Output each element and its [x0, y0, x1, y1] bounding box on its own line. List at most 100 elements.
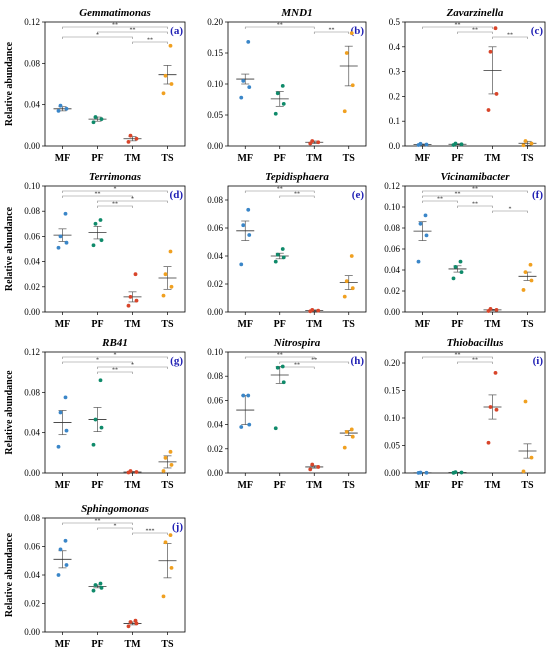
y-tick-label: 0.1: [389, 116, 400, 126]
bracket-line: [244, 190, 315, 193]
x-tick-label: MF: [415, 153, 431, 164]
y-tick-label: 0.02: [207, 444, 223, 454]
y-tick-label: 0.12: [384, 181, 400, 191]
series-pf: [448, 141, 467, 147]
data-point: [56, 245, 61, 250]
significance-bracket: **: [62, 23, 168, 29]
significance-label: **: [112, 202, 118, 208]
bracket-line: [97, 366, 168, 369]
data-point: [273, 426, 278, 431]
x-tick-label: PF: [451, 153, 463, 164]
significance-label: **: [112, 23, 118, 29]
data-point: [58, 234, 63, 239]
bracket-line: [422, 200, 458, 203]
data-point: [453, 264, 458, 269]
bracket-line: [97, 527, 133, 530]
y-tick-label: 0.20: [384, 358, 400, 368]
panel-letter: (c): [531, 25, 544, 37]
y-tick-label: 0.06: [384, 244, 400, 254]
y-tick-label: 0.02: [24, 599, 40, 609]
data-point: [98, 218, 103, 222]
series-ts: [339, 427, 358, 450]
y-tick-label: 0.00: [207, 468, 223, 478]
series-mf: [413, 470, 432, 475]
data-point: [64, 106, 69, 111]
y-tick-label: 0.00: [384, 468, 400, 478]
x-tick-label: TS: [343, 319, 356, 330]
y-tick-label: 0.05: [384, 441, 400, 451]
panel-title: Nitrospira: [273, 337, 321, 349]
y-tick-label: 0.05: [207, 110, 223, 120]
series-pf: [88, 581, 107, 593]
data-point: [280, 364, 285, 369]
y-tick-label: 0.20: [207, 17, 223, 27]
x-tick-label: TS: [161, 153, 174, 164]
panel-e: 0.00 0.02 0.04 0.06 0.08 MF PF TM TS Tepidisphaer…: [207, 171, 367, 330]
plot-frame: [44, 517, 186, 633]
data-point: [494, 407, 499, 412]
significance-label: **: [294, 192, 300, 198]
significance-bracket: **: [457, 202, 493, 208]
significance-label: *: [96, 358, 99, 364]
plot-frame: [44, 185, 186, 313]
data-point: [169, 82, 174, 86]
significance-bracket: **: [422, 353, 493, 359]
data-point: [99, 585, 104, 590]
data-point: [58, 410, 63, 415]
y-tick-label: 0.10: [207, 79, 223, 89]
data-point: [63, 395, 68, 400]
bracket-line: [62, 190, 168, 193]
panel-a: 0.00 0.04 0.08 0.12 MF PF TM TS Gemmatimonas (a) R…: [4, 7, 186, 164]
significance-bracket: **: [244, 187, 315, 193]
significance-bracket: **: [279, 363, 315, 369]
data-point: [310, 462, 315, 467]
significance-bracket: **: [422, 187, 528, 193]
significance-bracket: **: [422, 192, 493, 198]
data-point: [239, 95, 244, 100]
data-point: [521, 469, 526, 474]
significance-label: **: [95, 519, 101, 525]
y-tick-label: 0.12: [24, 347, 40, 357]
panel-d: 0.00 0.02 0.04 0.06 0.08 0.10 MF PF TM TS Terrimon…: [4, 171, 186, 330]
x-tick-label: MF: [237, 480, 253, 491]
data-point: [64, 428, 69, 433]
data-point: [316, 465, 321, 469]
data-point: [273, 111, 278, 116]
significance-bracket: *: [97, 197, 168, 203]
panel-f: 0.00 0.02 0.04 0.06 0.08 0.10 0.12 MF PF TM TS Vici…: [384, 171, 546, 330]
bracket-line: [244, 356, 315, 359]
panel-letter: (g): [170, 355, 183, 367]
panel-h: 0.00 0.02 0.04 0.06 0.08 0.10 MF PF TM TS Nitrospi…: [207, 337, 367, 491]
data-point: [99, 425, 104, 430]
series-ts: [339, 254, 358, 299]
bracket-line: [457, 361, 493, 364]
y-tick-label: 0.00: [24, 627, 40, 637]
data-point: [316, 308, 321, 313]
y-tick-label: 0.04: [24, 100, 40, 110]
data-point: [310, 139, 315, 143]
series-tm: [483, 26, 502, 112]
y-tick-label: 0.3: [389, 67, 401, 77]
data-point: [275, 91, 280, 96]
x-tick-label: TS: [521, 480, 534, 491]
series-tm: [123, 618, 142, 629]
significance-bracket: **: [279, 192, 315, 198]
data-point: [423, 213, 428, 218]
series-pf: [448, 470, 467, 475]
data-point: [424, 470, 429, 475]
data-point: [424, 233, 429, 238]
panel-letter: (e): [352, 189, 365, 201]
data-point: [344, 51, 349, 55]
series-mf: [413, 141, 432, 147]
series-tm: [305, 462, 324, 472]
data-point: [280, 83, 285, 88]
y-tick-label: 0.5: [389, 17, 401, 27]
panel-title: RB41: [101, 337, 128, 349]
x-tick-label: PF: [91, 319, 103, 330]
data-point: [91, 120, 96, 125]
significance-label: *: [114, 524, 117, 530]
bracket-line: [279, 195, 315, 198]
significance-label: **: [455, 192, 461, 198]
data-point: [163, 272, 168, 277]
